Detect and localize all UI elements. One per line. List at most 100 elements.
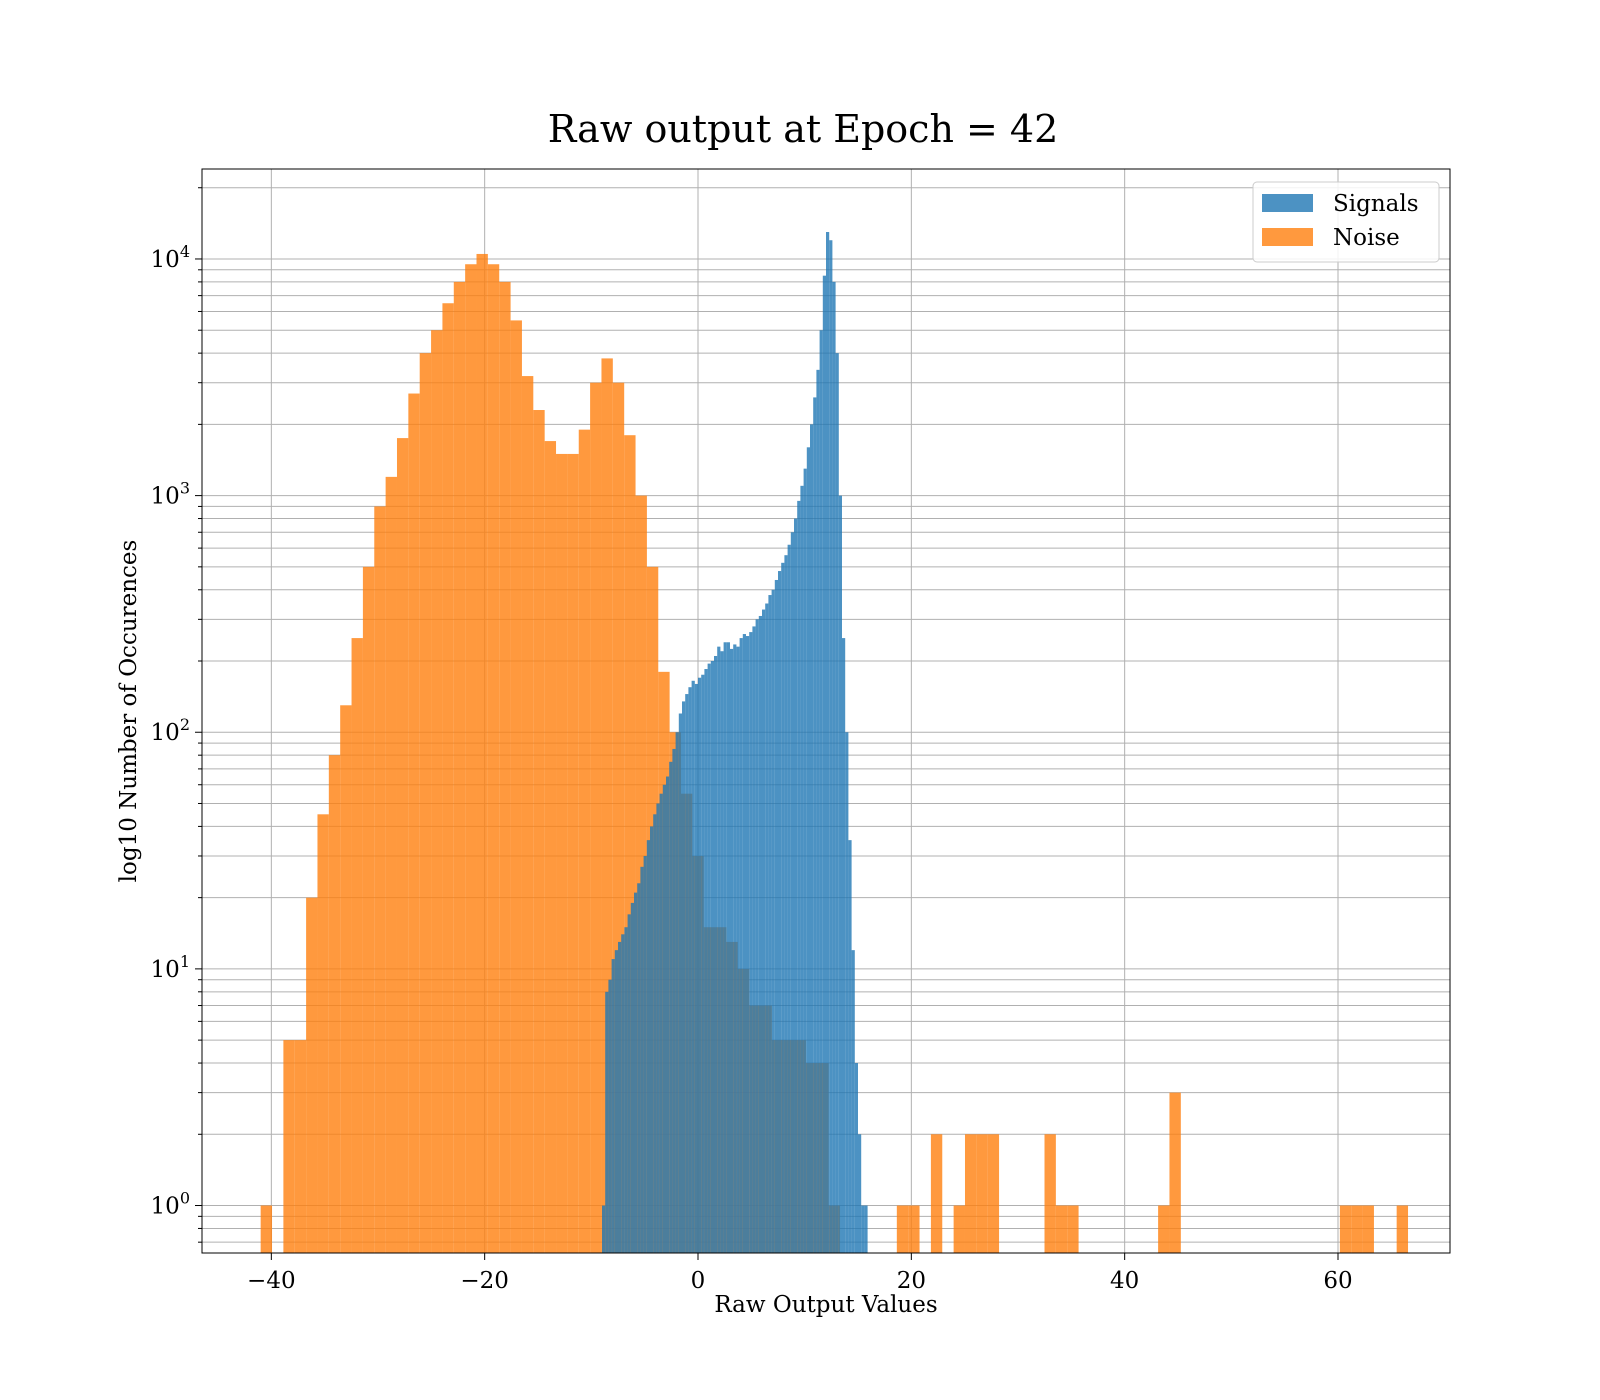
signals-bar [730,648,734,1253]
noise-bar [533,410,545,1253]
noise-bar [1169,1092,1181,1253]
signals-bar [710,661,714,1253]
signals-bar [810,424,814,1253]
noise-bars [260,253,1409,1254]
noise-bar [408,393,420,1253]
noise-bar [283,1040,295,1253]
y-tick-label: 103 [151,479,190,510]
signals-bar [605,991,609,1253]
signals-bar [794,518,798,1253]
signals-bar [800,485,804,1253]
signals-bar [662,784,666,1253]
noise-bar [306,897,318,1253]
signals-bar [742,634,746,1253]
signals-bar [707,663,711,1253]
signals-bar [726,642,730,1253]
signals-bar [714,655,718,1253]
x-tick-label: 0 [691,1268,706,1294]
signals-bar [656,803,660,1253]
legend-label-signals: Signals [1333,191,1419,217]
signals-bar [762,609,766,1253]
signals-bar [797,500,801,1253]
noise-bar [953,1205,965,1253]
noise-bar [1044,1134,1056,1253]
signals-bar [826,232,830,1253]
noise-bar [930,1134,943,1253]
signals-bar [835,353,839,1253]
noise-bar [442,303,454,1253]
signals-bar [806,447,810,1254]
noise-bar [1067,1205,1079,1253]
signals-bar [755,619,759,1253]
signals-bar [768,595,772,1253]
noise-bar [590,382,602,1253]
chart-title: Raw output at Epoch = 42 [548,107,1059,151]
y-tick-label: 102 [151,715,190,746]
noise-bar [328,755,341,1253]
signals-bar [765,603,769,1253]
signals-bar [685,694,689,1253]
signals-bar [666,776,670,1253]
signals-bar [608,979,612,1253]
signals-bar [854,1063,858,1253]
noise-bar [556,453,568,1253]
noise-bar [964,1134,977,1253]
y-axis-label: log10 Number of Occurences [116,540,142,883]
x-tick-label: 60 [1323,1268,1352,1294]
noise-bar [578,429,591,1253]
signals-bar [627,914,631,1253]
noise-bar [1055,1205,1068,1253]
signals-bars [602,232,868,1254]
signals-bar [842,638,846,1253]
signals-bar [832,281,836,1253]
noise-bar [487,264,500,1253]
noise-bar [351,638,363,1253]
signals-bar [819,330,823,1253]
signals-bar [864,1205,868,1253]
signals-bar [646,840,650,1253]
legend-swatch-noise [1262,228,1313,246]
signals-bar [790,532,794,1253]
noise-bar [544,441,557,1253]
signals-bar [611,959,615,1253]
signals-bar [640,866,644,1253]
noise-bar [396,438,409,1253]
signals-bar [746,636,750,1253]
noise-bar [340,705,352,1253]
signals-bar [778,571,782,1253]
signals-bar [781,562,785,1253]
noise-bar [453,281,466,1253]
legend: Signals Noise [1252,181,1440,263]
noise-bar [1362,1205,1374,1253]
signals-bar [682,701,686,1253]
noise-bar [1158,1205,1170,1253]
noise-bar [385,476,397,1253]
signals-bar [816,369,820,1253]
noise-bar [567,453,579,1253]
noise-bar [896,1205,909,1253]
noise-bar [465,264,477,1253]
noise-bar [1396,1205,1409,1253]
noise-bar [521,376,534,1254]
signals-bar [845,732,849,1253]
noise-bar [374,506,386,1253]
noise-bar [362,566,375,1253]
signals-bar [621,934,625,1253]
signals-bar [602,1205,606,1253]
signals-bar [851,950,855,1253]
signals-bar [822,275,826,1253]
signals-bar [736,646,740,1253]
x-tick-label: 40 [1110,1268,1139,1294]
signals-bar [717,646,721,1253]
x-axis-ticks: −40 −20 0 20 40 60 [247,1253,1353,1294]
noise-bar [294,1040,307,1253]
y-tick-label: 101 [151,952,190,983]
signals-bar [688,687,692,1253]
signals-bar [691,680,695,1253]
signals-bar [650,826,654,1253]
signals-bar [698,677,702,1253]
signals-bar [614,950,618,1253]
noise-bar [260,1205,273,1253]
noise-bar [1351,1205,1363,1253]
